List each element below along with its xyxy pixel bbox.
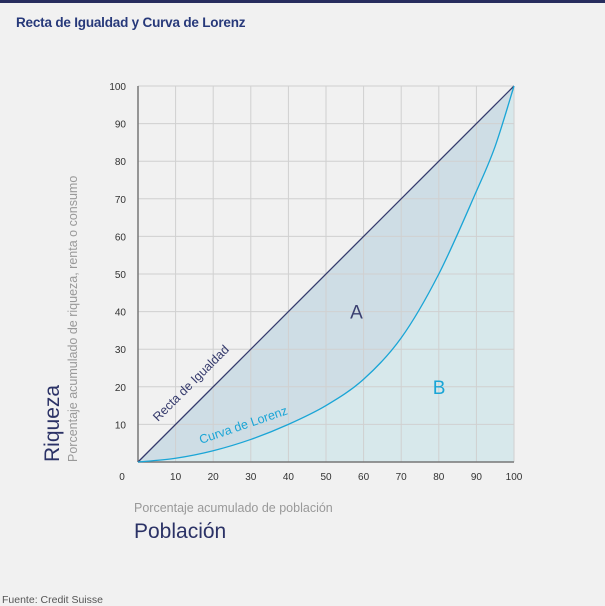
lorenz-curve — [137, 85, 515, 463]
y-tick-label: 20 — [115, 383, 127, 394]
y-tick-label: 90 — [115, 120, 127, 131]
x-tick-label: 10 — [170, 472, 182, 483]
x-tick-label: 100 — [506, 472, 523, 483]
y-axis-sublabel: Porcentaje acumulado de riqueza, renta o… — [66, 176, 80, 462]
x-tick-label: 50 — [320, 472, 332, 483]
y-tick-label: 70 — [115, 195, 127, 206]
y-tick-label: 30 — [115, 345, 127, 356]
x-tick-label: 40 — [283, 472, 295, 483]
equality-line — [137, 85, 515, 463]
y-tick-label: 40 — [115, 308, 127, 319]
area-a-label: A — [350, 303, 363, 324]
y-tick-label: 50 — [115, 270, 127, 281]
y-tick-label: 100 — [109, 82, 126, 93]
chart-title: Recta de Igualdad y Curva de Lorenz — [16, 15, 246, 30]
x-tick-label: 60 — [358, 472, 370, 483]
y-tick-label: 10 — [115, 420, 127, 431]
x-tick-label: 70 — [396, 472, 408, 483]
x-axis-sublabel: Porcentaje acumulado de población — [134, 501, 333, 515]
y-tick-label: 60 — [115, 232, 127, 243]
y-axis-label: Riqueza — [41, 385, 64, 462]
x-tick-label: 80 — [433, 472, 445, 483]
area-b-label: B — [433, 378, 446, 399]
y-tick-label: 80 — [115, 157, 127, 168]
x-tick-label: 20 — [208, 472, 220, 483]
source-note: Fuente: Credit Suisse — [2, 594, 103, 606]
area-b — [138, 86, 514, 462]
top-border — [0, 0, 605, 3]
x-tick-label: 30 — [245, 472, 257, 483]
x-tick-label: 0 — [119, 472, 125, 483]
x-tick-label: 90 — [471, 472, 483, 483]
x-axis-label: Población — [134, 520, 226, 543]
